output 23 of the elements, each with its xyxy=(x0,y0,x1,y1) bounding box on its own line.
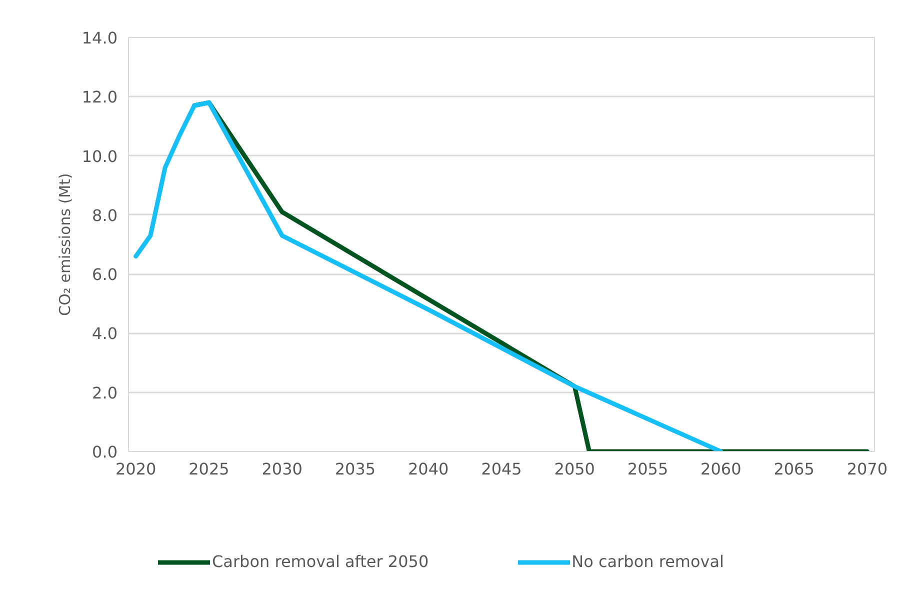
x-tick-label: 2050 xyxy=(554,460,595,478)
x-tick-label: 2060 xyxy=(700,460,742,478)
y-tick-label: 8.0 xyxy=(92,206,118,225)
y-tick-label: 14.0 xyxy=(82,28,118,48)
x-tick-label: 2020 xyxy=(115,460,156,478)
x-tick-label: 2030 xyxy=(262,460,302,478)
x-tick-label: 2065 xyxy=(774,460,814,478)
line-series xyxy=(134,100,724,452)
legend-label: No carbon removal xyxy=(572,552,724,571)
y-tick-label: 6.0 xyxy=(92,265,118,284)
y-tick-label: 12.0 xyxy=(82,88,118,107)
x-tick-label: 2045 xyxy=(481,460,522,478)
y-axis-title: CO₂ emissions (Mt) xyxy=(56,173,74,316)
x-tick-label: 2070 xyxy=(846,460,888,478)
y-tick-label: 2.0 xyxy=(92,383,118,402)
y-tick-label: 10.0 xyxy=(82,146,118,166)
y-tick-label: 0.0 xyxy=(92,442,118,462)
x-tick-label: 2040 xyxy=(408,460,449,478)
legend-label: Carbon removal after 2050 xyxy=(212,552,429,571)
y-tick-label: 4.0 xyxy=(92,324,118,344)
x-tick-label: 2055 xyxy=(627,460,668,478)
x-tick-label: 2035 xyxy=(334,460,376,478)
x-tick-label: 2025 xyxy=(188,460,230,478)
